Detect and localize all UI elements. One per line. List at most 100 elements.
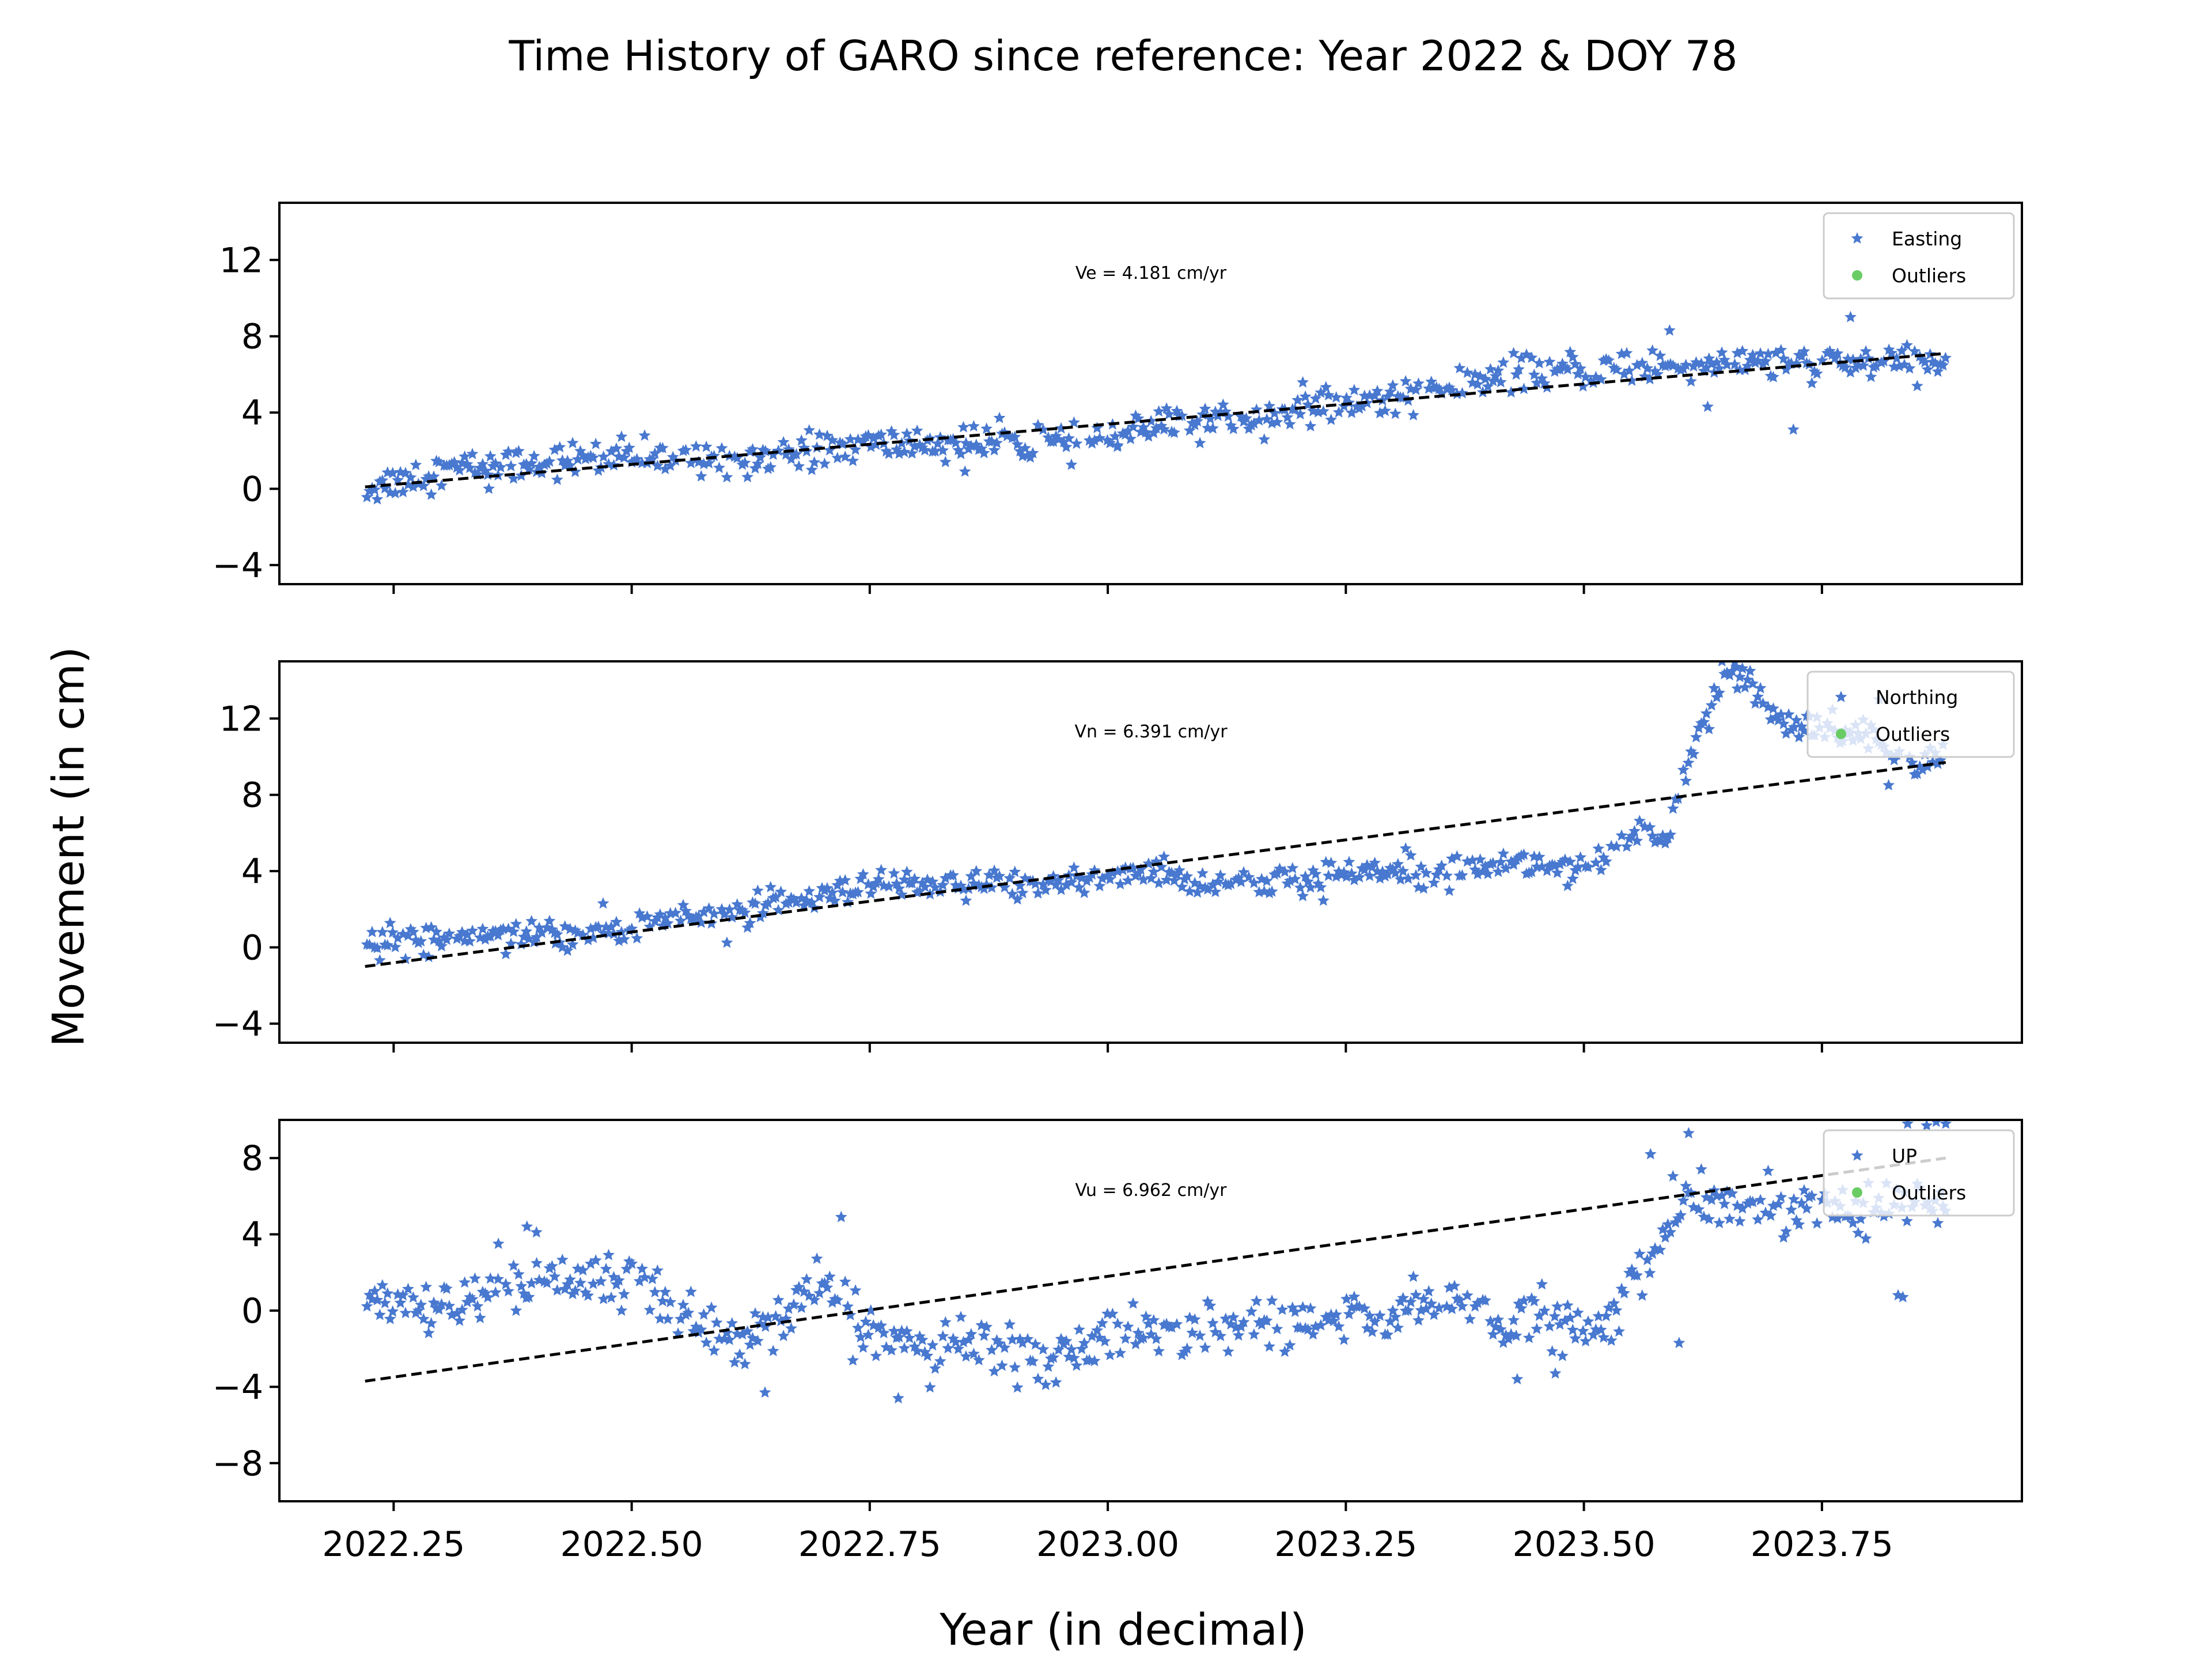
data-point: [810, 1252, 823, 1264]
data-point: [1286, 862, 1299, 874]
data-point: [980, 1320, 993, 1332]
data-point: [1196, 867, 1209, 879]
data-point: [1777, 352, 1790, 364]
data-point: [427, 470, 440, 482]
data-point: [1222, 1345, 1234, 1357]
data-point: [1626, 830, 1638, 842]
data-point: [1494, 1323, 1507, 1335]
data-point: [574, 1277, 586, 1289]
data-point: [1569, 1332, 1582, 1344]
data-point: [433, 1303, 445, 1315]
data-point: [738, 906, 751, 918]
data-point: [441, 933, 453, 945]
data-point: [1165, 1321, 1178, 1333]
data-point: [805, 463, 818, 475]
data-point: [397, 1289, 409, 1301]
data-point: [482, 1291, 494, 1303]
data-point: [780, 448, 792, 460]
data-point: [1186, 417, 1199, 429]
data-point: [888, 867, 900, 879]
data-point: [1731, 347, 1744, 358]
data-point: [1762, 1164, 1774, 1176]
data-point: [571, 453, 584, 465]
data-point: [569, 1284, 582, 1296]
data-point: [1207, 422, 1219, 434]
data-point: [541, 1277, 553, 1289]
data-point: [844, 433, 857, 445]
data-point: [1921, 760, 1934, 772]
x-tick-label: 2022.50: [560, 1524, 703, 1565]
data-point: [1399, 375, 1412, 387]
data-point: [1903, 362, 1916, 374]
data-point: [1492, 1313, 1505, 1325]
data-point: [618, 451, 630, 463]
data-point: [1536, 1278, 1548, 1290]
legend-label-outliers: Outliers: [1892, 1182, 1966, 1204]
data-point: [1896, 1290, 1909, 1303]
data-point: [1369, 1315, 1381, 1327]
data-point: [1315, 1319, 1327, 1331]
data-point: [731, 452, 744, 464]
data-point: [1294, 408, 1306, 419]
data-point: [865, 1304, 877, 1316]
data-point: [764, 881, 777, 892]
data-point: [507, 925, 520, 937]
data-point: [1620, 347, 1633, 359]
data-point: [998, 1341, 1011, 1353]
data-point: [1289, 1305, 1301, 1318]
data-point: [484, 1272, 497, 1284]
data-point: [986, 881, 998, 893]
data-point: [1263, 400, 1276, 411]
data-point: [1518, 383, 1530, 395]
data-point: [1096, 1317, 1108, 1328]
data-point: [1232, 1329, 1245, 1341]
data-point: [1214, 1330, 1227, 1342]
data-point: [1016, 887, 1029, 899]
data-point: [1371, 385, 1384, 396]
data-point: [1548, 1310, 1561, 1322]
legend-label-outliers: Outliers: [1892, 264, 1966, 287]
data-point: [1641, 1254, 1654, 1266]
data-point: [1418, 882, 1430, 894]
data-point: [492, 1273, 505, 1285]
data-point: [738, 1358, 751, 1369]
data-point: [1673, 1337, 1685, 1349]
data-point: [1407, 1270, 1419, 1282]
data-point: [1487, 1328, 1499, 1340]
data-point: [582, 933, 594, 945]
data-point: [1340, 1293, 1353, 1304]
data-point: [875, 428, 888, 440]
data-point: [721, 936, 733, 948]
data-point: [636, 911, 649, 923]
data-point: [1237, 1316, 1250, 1328]
data-point: [978, 446, 990, 459]
data-point: [1209, 885, 1222, 898]
data-point: [1155, 861, 1168, 872]
data-point: [1643, 821, 1656, 833]
data-point: [1775, 1191, 1787, 1203]
data-point: [1047, 1351, 1060, 1363]
data-point: [906, 447, 918, 459]
data-point: [1446, 852, 1458, 864]
data-point: [1715, 1189, 1728, 1201]
data-point: [654, 1312, 666, 1324]
data-point: [521, 1220, 533, 1232]
data-point: [1626, 374, 1638, 386]
data-point: [1124, 433, 1137, 444]
data-point: [566, 437, 579, 449]
data-point: [1104, 1349, 1116, 1361]
data-point: [1006, 1333, 1018, 1345]
data-point: [986, 1343, 998, 1356]
data-point: [1505, 386, 1517, 397]
data-point: [1027, 446, 1039, 459]
data-point: [510, 918, 522, 930]
data-point: [1597, 1331, 1610, 1343]
data-point: [795, 434, 808, 446]
data-point: [721, 471, 733, 483]
data-point: [900, 1325, 913, 1337]
data-point: [1227, 1311, 1240, 1323]
data-point: [1600, 855, 1612, 867]
data-point: [1263, 1340, 1276, 1352]
data-point: [574, 445, 586, 457]
data-point: [1009, 1361, 1021, 1373]
